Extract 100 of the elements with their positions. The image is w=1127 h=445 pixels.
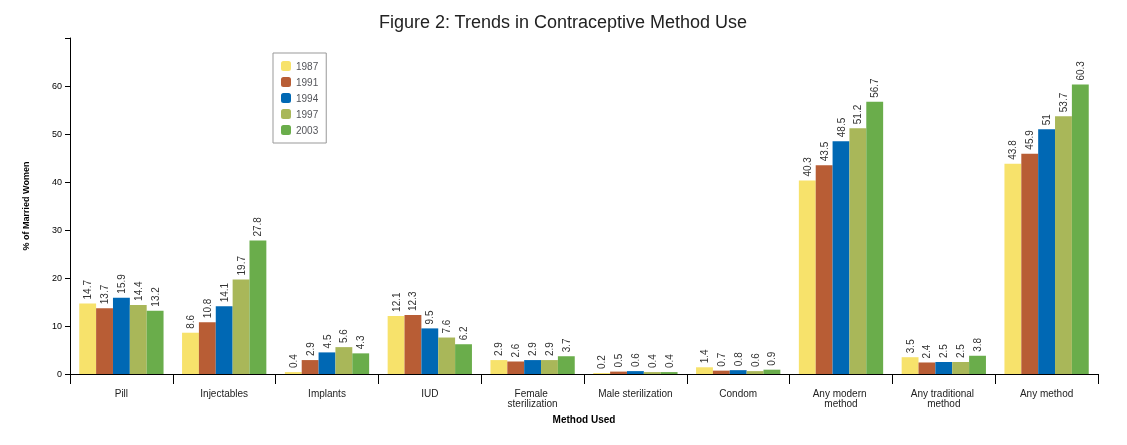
data-label: 3.8 bbox=[972, 337, 984, 352]
bar bbox=[763, 369, 781, 374]
bar bbox=[301, 360, 319, 374]
chart-title: Figure 2: Trends in Contraceptive Method Use bbox=[378, 12, 748, 32]
x-tick-label: Condom bbox=[719, 387, 758, 399]
y-tick-label: 50 bbox=[51, 129, 62, 139]
data-label: 56.7 bbox=[869, 77, 881, 98]
data-label: 27.8 bbox=[252, 216, 264, 237]
data-label: 14.1 bbox=[218, 282, 230, 303]
bar bbox=[729, 370, 747, 374]
y-tick-label: 0 bbox=[56, 369, 62, 379]
data-label: 12.1 bbox=[390, 292, 402, 312]
bar bbox=[935, 362, 953, 374]
bar bbox=[404, 314, 422, 374]
x-tick-label: Pill bbox=[114, 387, 129, 399]
data-label: 2.9 bbox=[493, 341, 505, 357]
data-label: 2.5 bbox=[938, 343, 950, 358]
legend-label: 2003 bbox=[296, 124, 319, 136]
bar bbox=[815, 165, 833, 374]
x-tick-label: Male sterilization bbox=[598, 387, 673, 399]
y-tick-label: 30 bbox=[51, 225, 62, 235]
y-tick-label: 60 bbox=[51, 81, 62, 91]
bar bbox=[1004, 163, 1022, 374]
data-label: 2.9 bbox=[543, 341, 555, 357]
data-label: 2.9 bbox=[304, 341, 316, 357]
bar bbox=[507, 361, 525, 374]
bar bbox=[798, 180, 816, 374]
data-label: 8.6 bbox=[184, 314, 196, 329]
legend-label: 1994 bbox=[296, 92, 319, 104]
bar bbox=[387, 315, 405, 374]
bar bbox=[352, 353, 370, 374]
bar bbox=[849, 128, 867, 374]
data-label: 12.3 bbox=[407, 291, 419, 311]
y-axis-title: % of Married Women bbox=[20, 161, 31, 251]
data-label: 2.6 bbox=[510, 343, 522, 358]
data-label: 10.8 bbox=[201, 298, 213, 319]
data-label: 53.7 bbox=[1057, 92, 1069, 113]
data-label: 0.9 bbox=[766, 351, 778, 366]
bar bbox=[129, 304, 147, 374]
data-label: 40.3 bbox=[801, 156, 813, 177]
bar bbox=[232, 279, 250, 374]
data-label: 0.4 bbox=[646, 353, 658, 369]
bar bbox=[901, 357, 919, 374]
bar bbox=[1021, 153, 1039, 374]
data-label: 9.5 bbox=[424, 310, 436, 325]
bar bbox=[198, 322, 216, 374]
bar bbox=[1071, 84, 1089, 374]
bar bbox=[79, 303, 97, 374]
legend-label: 1997 bbox=[296, 108, 319, 120]
bar bbox=[541, 360, 558, 374]
bar bbox=[832, 141, 850, 374]
y-tick-label: 40 bbox=[51, 177, 62, 187]
data-label: 14.7 bbox=[82, 279, 94, 300]
bar bbox=[866, 101, 884, 374]
bar bbox=[215, 306, 233, 374]
data-label: 0.2 bbox=[596, 354, 608, 370]
legend-label: 1987 bbox=[296, 60, 319, 72]
bar bbox=[455, 344, 472, 374]
bar bbox=[421, 328, 439, 374]
data-label: 51 bbox=[1041, 113, 1053, 126]
data-label: 7.6 bbox=[441, 319, 453, 334]
bar bbox=[146, 310, 164, 374]
data-label: 19.7 bbox=[235, 255, 247, 276]
bar bbox=[438, 337, 456, 374]
data-label: 15.9 bbox=[115, 273, 127, 294]
bar bbox=[112, 297, 130, 374]
bar bbox=[746, 371, 764, 374]
x-axis-title: Method Used bbox=[552, 413, 616, 425]
data-label: 43.5 bbox=[818, 141, 830, 162]
data-label: 13.2 bbox=[149, 286, 161, 307]
bar bbox=[969, 355, 986, 374]
data-label: 0.6 bbox=[629, 352, 641, 368]
bar bbox=[952, 362, 970, 374]
data-label: 2.9 bbox=[527, 341, 539, 357]
data-label: 4.3 bbox=[355, 335, 367, 350]
legend-label: 1991 bbox=[296, 76, 319, 88]
bar bbox=[557, 356, 575, 374]
data-label: 6.2 bbox=[458, 325, 470, 341]
data-label: 2.4 bbox=[921, 344, 933, 359]
bar bbox=[182, 332, 199, 374]
bar bbox=[1055, 116, 1072, 374]
bar bbox=[318, 352, 336, 374]
bar bbox=[626, 371, 644, 374]
x-tick-label: Injectables bbox=[200, 387, 249, 399]
x-tick-label: IUD bbox=[421, 387, 439, 399]
data-label: 4.5 bbox=[321, 334, 333, 349]
data-label: 0.7 bbox=[715, 352, 727, 367]
data-label: 3.5 bbox=[904, 338, 916, 354]
x-tick-label: Any modern method bbox=[812, 387, 870, 409]
bar bbox=[918, 362, 936, 374]
data-label: 0.8 bbox=[732, 351, 744, 367]
x-tick-label: Any method bbox=[1019, 387, 1074, 399]
bar bbox=[524, 360, 542, 374]
data-label: 48.5 bbox=[835, 117, 847, 138]
data-label: 1.4 bbox=[698, 348, 710, 364]
data-label: 3.7 bbox=[560, 337, 572, 353]
y-tick-label: 10 bbox=[51, 321, 62, 331]
data-label: 60.3 bbox=[1074, 60, 1086, 81]
x-tick-label: Implants bbox=[308, 387, 346, 399]
bar bbox=[490, 360, 508, 374]
